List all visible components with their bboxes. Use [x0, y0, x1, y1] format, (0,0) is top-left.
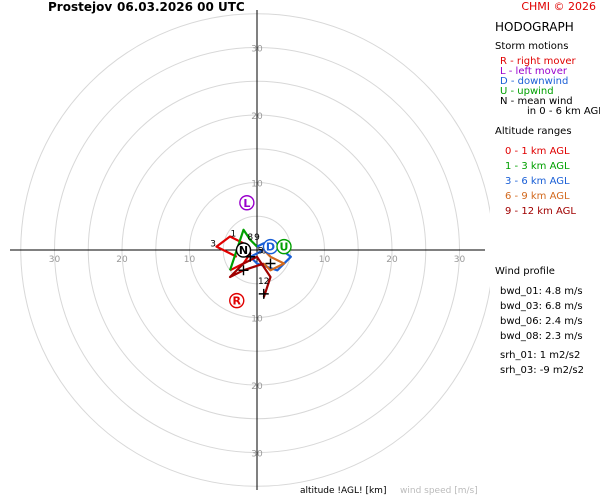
ring-tick-label: 10 [251, 315, 263, 325]
ring-tick-label: 10 [319, 255, 331, 265]
altitude-level-label: 12 [258, 277, 269, 287]
wind-profile-item: bwd_03: 6.8 m/s [500, 301, 583, 312]
storm-motion-item: in 0 - 6 km AGL [527, 106, 600, 117]
altitude-level-label: 6 [261, 246, 267, 256]
storm-motion-item: N - mean wind [500, 96, 573, 107]
storm-motion-item: R - right mover [500, 56, 576, 67]
forecast-datetime: 06.03.2026 00 UTC [117, 0, 245, 14]
wind-profile-heading: Wind profile [495, 266, 555, 277]
storm-motion-letter: D [266, 241, 275, 254]
altitude-range-item: 3 - 6 km AGL [505, 176, 570, 187]
storm-motion-item: U - upwind [500, 86, 554, 97]
storm-motions-heading: Storm motions [495, 41, 569, 52]
copyright: CHMI © 2026 [521, 0, 596, 13]
storm-motion-letter: L [243, 197, 250, 210]
ring-tick-label: 20 [251, 382, 263, 392]
ring-tick-label: 30 [251, 45, 263, 55]
hodograph-chart: 10 10 10 10 20 20 20 20 30 30 30 30 3 1 8 9 56 12 R L D U N [10, 10, 490, 490]
speed-label: wind speed [m/s] [400, 486, 478, 496]
srh-item: srh_03: -9 m2/s2 [500, 365, 584, 376]
hodograph-segment [228, 228, 258, 271]
ring-tick-label: 10 [184, 255, 196, 265]
altitude-range-item: 6 - 9 km AGL [505, 191, 570, 202]
wind-profile-item: bwd_01: 4.8 m/s [500, 286, 583, 297]
altitude-range-item: 0 - 1 km AGL [505, 146, 570, 157]
storm-motion-letter: U [280, 241, 289, 254]
level-cross [265, 258, 276, 269]
storm-motion-marker [239, 195, 255, 211]
station-name: Prostejov [48, 0, 113, 14]
ring-tick-label: 30 [454, 255, 466, 265]
altitude-range-item: 1 - 3 km AGL [505, 161, 570, 172]
altitude-ranges-heading: Altitude ranges [495, 126, 572, 137]
ring-tick-label: 30 [49, 255, 61, 265]
wind-profile-item: bwd_08: 2.3 m/s [500, 331, 583, 342]
srh-item: srh_01: 1 m2/s2 [500, 350, 581, 361]
altitude-level-label: 5 [258, 246, 264, 256]
storm-motion-marker [229, 292, 245, 309]
wind-profile-item: bwd_06: 2.4 m/s [500, 316, 583, 327]
storm-motion-marker [235, 242, 252, 258]
storm-motion-item: L - left mover [500, 66, 567, 77]
ring-tick-label: 30 [251, 450, 263, 460]
altitude-level-label: 1 [231, 230, 237, 240]
altitude-range-item: 9 - 12 km AGL [505, 206, 576, 217]
altitude-level-label: 3 [210, 240, 216, 250]
storm-motion-marker [276, 238, 292, 255]
ring-tick-label: 20 [386, 255, 398, 265]
ring-tick-label: 20 [116, 255, 128, 265]
altitude-label: altitude !AGL! [km] [300, 486, 387, 496]
storm-motion-letter: N [239, 244, 248, 257]
storm-motion-letter: R [233, 295, 242, 308]
ring-tick-label: 20 [251, 112, 263, 122]
storm-motion-item: D - downwind [500, 76, 569, 87]
altitude-level-label: 8 [247, 233, 253, 243]
ring-tick-label: 10 [251, 180, 263, 190]
legend-title: HODOGRAPH [495, 20, 574, 34]
hodograph-segment [263, 249, 286, 272]
altitude-level-label: 9 [254, 233, 260, 243]
level-cross [238, 265, 249, 276]
level-cross [258, 288, 269, 299]
